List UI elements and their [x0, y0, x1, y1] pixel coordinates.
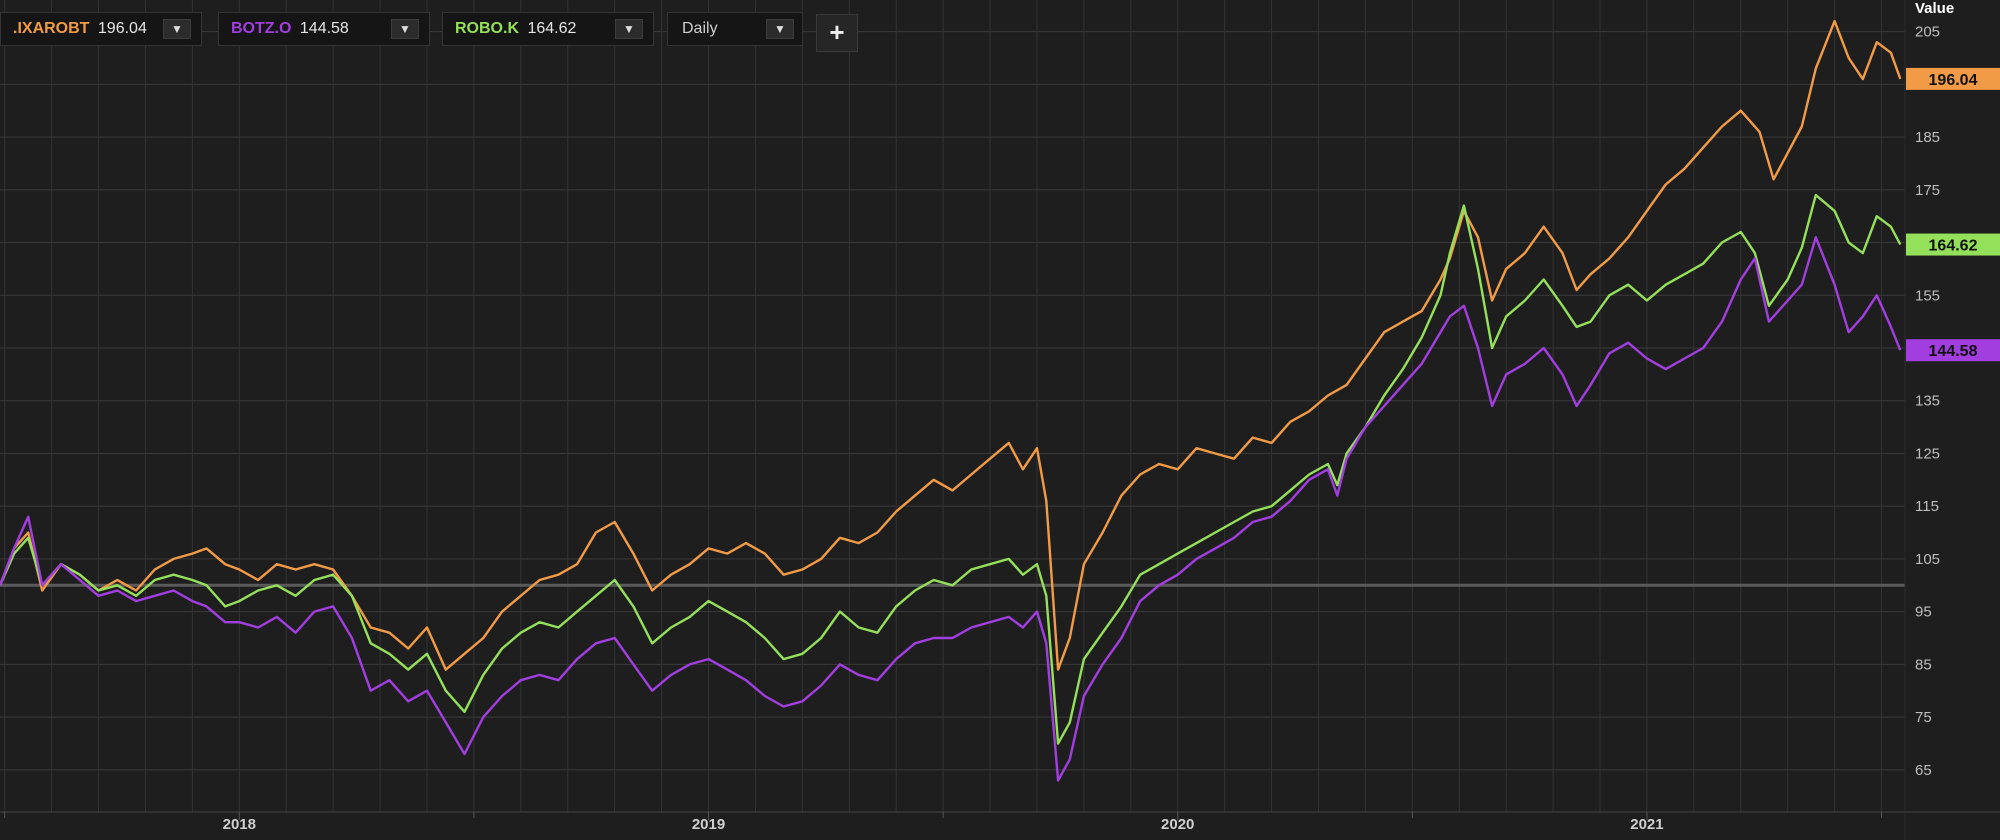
last-value-label: 144.58 — [1929, 343, 1978, 360]
last-value-label: 196.04 — [1929, 72, 1978, 89]
period-label: Daily — [682, 20, 718, 37]
instrument-value: 196.04 — [97, 20, 147, 37]
instrument-value: 144.58 — [299, 20, 349, 37]
x-axis: 2018 2019 2020 2021 — [0, 811, 2000, 833]
triangle-down-icon[interactable]: ▼ — [391, 19, 419, 39]
chart-series — [0, 19, 1902, 782]
triangle-down-icon[interactable]: ▼ — [615, 19, 643, 39]
instrument-selector-ixarobt[interactable]: .IXAROBT 196.04 ▼ — [0, 12, 202, 46]
instrument-selector-robo[interactable]: ROBO.K 164.62 ▼ — [442, 12, 654, 46]
period-selector[interactable]: Daily ▼ — [667, 12, 803, 46]
x-tick-label: 2020 — [1161, 816, 1194, 833]
plus-icon: + — [829, 17, 845, 47]
last-value-label: 164.62 — [1929, 238, 1978, 255]
last-value-tag — [1906, 233, 2000, 256]
instrument-selector-botz[interactable]: BOTZ.O 144.58 ▼ — [218, 12, 430, 46]
y-tick-label: 85 — [1915, 656, 1932, 673]
x-tick-label: 2018 — [223, 816, 256, 833]
triangle-down-icon[interactable]: ▼ — [766, 19, 794, 39]
last-value-tags: 196.04 164.62 144.58 — [1906, 67, 2000, 362]
y-tick-label: 175 — [1915, 182, 1940, 199]
last-value-tag — [1906, 67, 2000, 90]
series-line-ixarobt — [0, 19, 1902, 671]
series-line-robok — [0, 193, 1902, 745]
y-axis: Value 65 75 85 95 105 115 125 135 155 175 185 205 — [1904, 0, 1954, 840]
instrument-symbol: BOTZ.O — [231, 20, 292, 37]
y-tick-label: 105 — [1915, 551, 1940, 568]
y-tick-label: 125 — [1915, 445, 1940, 462]
y-tick-label: 75 — [1915, 709, 1932, 726]
y-tick-label: 95 — [1915, 604, 1932, 621]
y-tick-label: 115 — [1915, 498, 1939, 515]
add-instrument-button[interactable]: + — [816, 14, 858, 52]
instrument-symbol: .IXAROBT — [13, 20, 90, 37]
x-tick-label: 2019 — [692, 816, 725, 833]
instrument-symbol: ROBO.K — [455, 20, 519, 37]
y-tick-label: 205 — [1915, 24, 1940, 41]
y-tick-label: 135 — [1915, 393, 1940, 410]
last-value-tag — [1906, 339, 2000, 362]
triangle-down-icon[interactable]: ▼ — [163, 19, 191, 39]
series-line-botzo — [0, 236, 1902, 782]
y-tick-label: 65 — [1915, 762, 1932, 779]
chart-grid — [0, 0, 1905, 812]
instrument-value: 164.62 — [527, 20, 577, 37]
y-tick-label: 155 — [1915, 287, 1940, 304]
x-tick-label: 2021 — [1630, 816, 1663, 833]
y-tick-label: 185 — [1915, 129, 1940, 146]
y-axis-title: Value — [1915, 0, 1954, 17]
